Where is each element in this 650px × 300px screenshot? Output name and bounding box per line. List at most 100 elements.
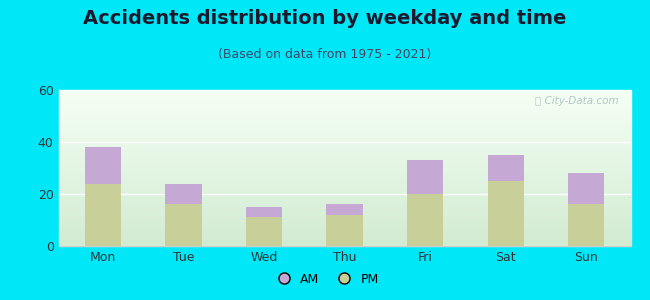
Bar <box>58 98 630 99</box>
Bar <box>58 233 630 235</box>
Bar <box>58 227 630 229</box>
Bar <box>58 106 630 107</box>
Bar <box>58 171 630 173</box>
Bar <box>58 120 630 121</box>
Bar <box>58 174 630 176</box>
Bar <box>58 132 630 134</box>
Bar <box>58 243 630 244</box>
Bar <box>58 208 630 210</box>
Bar <box>58 90 630 92</box>
Bar <box>58 160 630 162</box>
Bar <box>58 187 630 188</box>
Bar <box>58 215 630 216</box>
Bar <box>58 220 630 221</box>
Bar <box>58 185 630 187</box>
Bar <box>58 238 630 240</box>
Bar <box>58 190 630 191</box>
Bar <box>58 232 630 233</box>
Bar <box>58 230 630 232</box>
Bar <box>58 221 630 223</box>
Bar <box>326 204 363 215</box>
Bar <box>58 135 630 137</box>
Bar <box>58 201 630 202</box>
Bar <box>58 146 630 148</box>
Bar <box>58 138 630 140</box>
Bar <box>58 163 630 165</box>
Bar <box>58 223 630 224</box>
Bar <box>58 143 630 145</box>
Bar <box>58 151 630 152</box>
Bar <box>58 226 630 227</box>
Bar <box>326 215 363 246</box>
Bar <box>58 224 630 226</box>
Bar <box>58 181 630 182</box>
Bar <box>58 103 630 104</box>
Bar <box>58 154 630 155</box>
Text: (Based on data from 1975 - 2021): (Based on data from 1975 - 2021) <box>218 48 432 61</box>
Bar <box>58 92 630 93</box>
Bar <box>58 188 630 190</box>
Bar <box>58 169 630 171</box>
Bar <box>407 160 443 194</box>
Bar <box>58 196 630 198</box>
Bar <box>246 207 282 217</box>
Bar <box>58 199 630 201</box>
Bar <box>58 155 630 157</box>
Bar <box>568 204 604 246</box>
Bar <box>58 99 630 101</box>
Bar <box>488 181 524 246</box>
Bar <box>58 213 630 215</box>
Bar <box>58 206 630 207</box>
Bar <box>58 124 630 126</box>
Bar <box>58 241 630 243</box>
Bar <box>58 129 630 130</box>
Bar <box>58 210 630 212</box>
Text: Ⓢ City-Data.com: Ⓢ City-Data.com <box>536 96 619 106</box>
Bar <box>58 198 630 199</box>
Bar <box>58 191 630 193</box>
Bar <box>58 152 630 154</box>
Bar <box>58 101 630 103</box>
Bar <box>246 218 282 246</box>
Bar <box>84 184 121 246</box>
Bar <box>58 159 630 160</box>
Bar <box>58 128 630 129</box>
Bar <box>58 157 630 159</box>
Bar <box>58 244 630 246</box>
Bar <box>58 177 630 179</box>
Bar <box>58 118 630 120</box>
Bar <box>58 142 630 143</box>
Bar <box>58 137 630 138</box>
Bar <box>58 109 630 110</box>
Bar <box>58 216 630 218</box>
Bar <box>58 167 630 168</box>
Bar <box>58 140 630 142</box>
Bar <box>58 145 630 146</box>
Bar <box>58 218 630 220</box>
Bar <box>58 207 630 208</box>
Bar <box>568 173 604 204</box>
Bar <box>58 149 630 151</box>
Bar <box>58 148 630 149</box>
Bar <box>58 112 630 113</box>
Text: Accidents distribution by weekday and time: Accidents distribution by weekday and ti… <box>83 9 567 28</box>
Bar <box>58 130 630 132</box>
Bar <box>58 107 630 109</box>
Bar <box>58 204 630 206</box>
Bar <box>58 134 630 135</box>
Bar <box>58 95 630 96</box>
Bar <box>58 115 630 116</box>
Bar <box>407 194 443 246</box>
Bar <box>165 204 202 246</box>
Bar <box>58 104 630 106</box>
Bar <box>58 182 630 184</box>
Bar <box>58 126 630 128</box>
Bar <box>58 212 630 213</box>
Bar <box>58 202 630 204</box>
Bar <box>58 168 630 170</box>
Bar <box>58 110 630 112</box>
Bar <box>58 235 630 237</box>
Bar <box>58 179 630 181</box>
Bar <box>58 93 630 95</box>
Bar <box>58 162 630 163</box>
